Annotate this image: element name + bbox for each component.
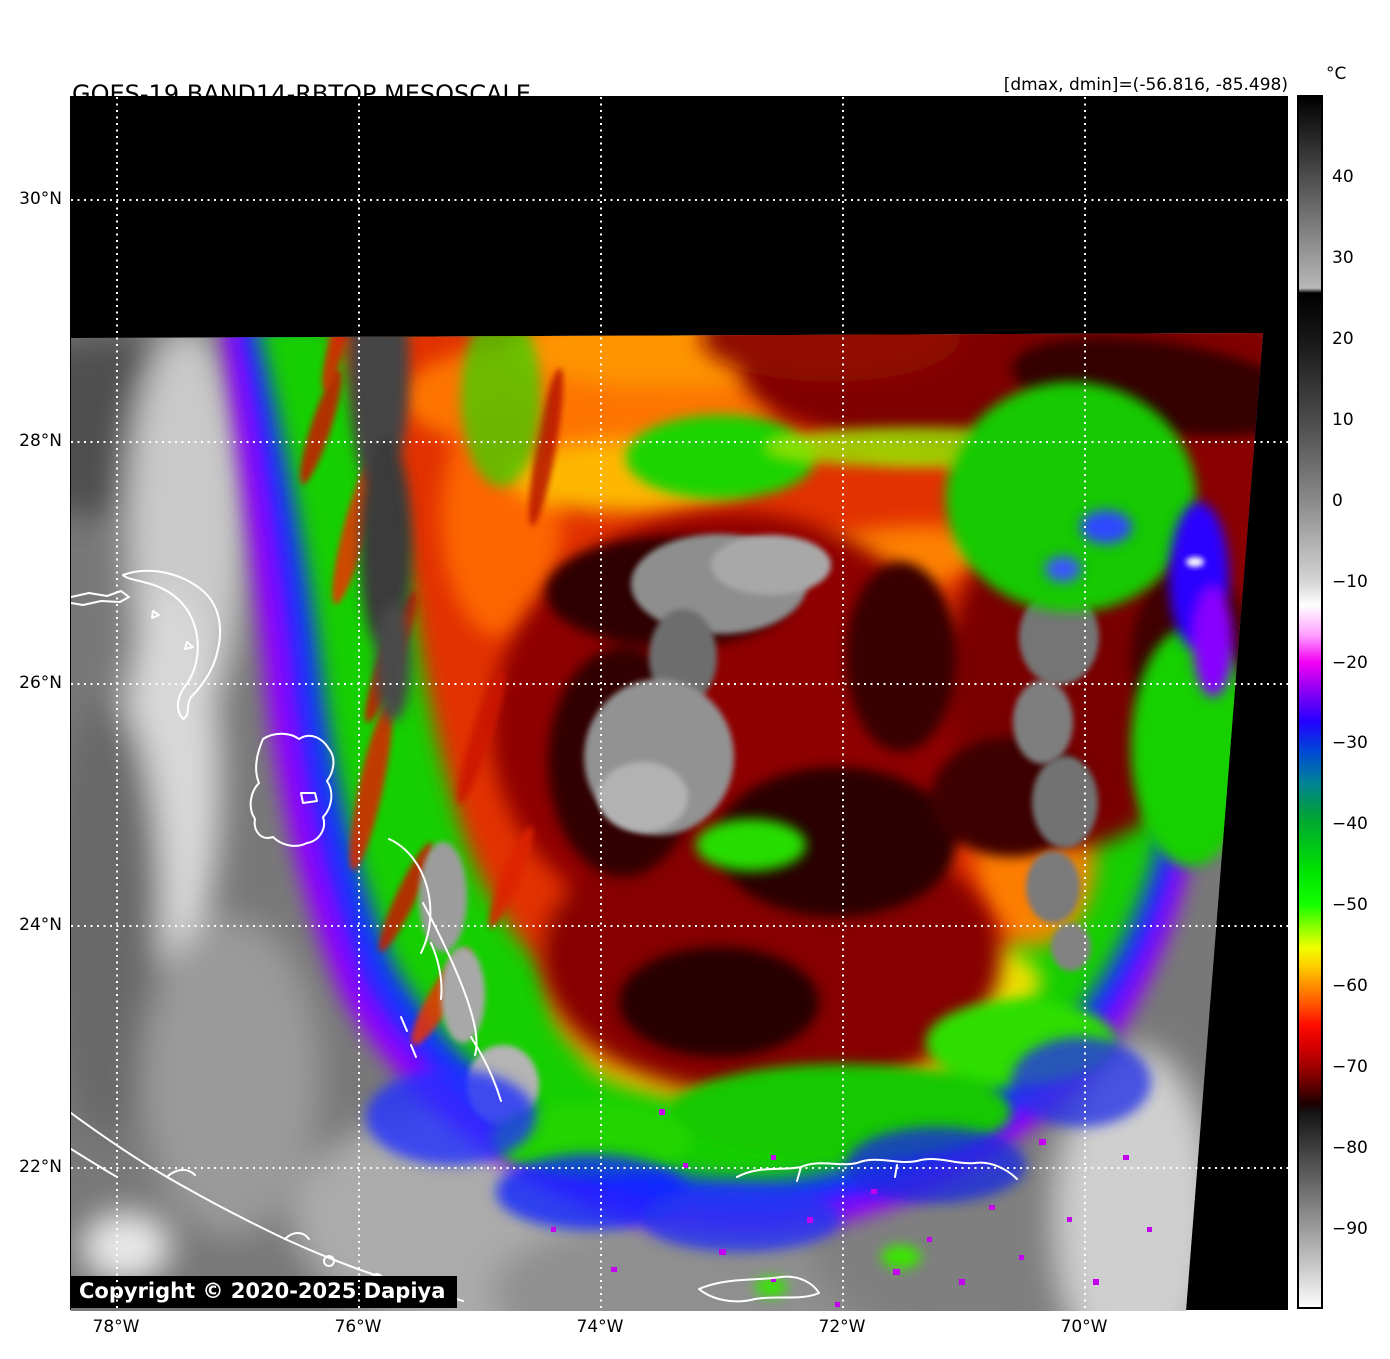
copyright-badge: Copyright © 2020-2025 Dapiya <box>71 1276 458 1308</box>
colorbar-tick-label: −80 <box>1332 1138 1368 1159</box>
violet-speckles <box>551 1109 1152 1307</box>
gridline-vertical <box>842 97 844 1311</box>
lat-tick-label: 22°N <box>19 1157 62 1177</box>
coastline-andros <box>249 732 335 847</box>
lon-tick-label: 78°W <box>92 1317 140 1337</box>
gridline-vertical <box>358 97 360 1311</box>
coastline-abaco <box>122 569 221 720</box>
gridline-horizontal <box>71 683 1289 685</box>
colorbar-tick-label: 10 <box>1332 409 1354 430</box>
colorbar-tick-label: 0 <box>1332 490 1343 511</box>
lon-tick-label: 72°W <box>818 1317 866 1337</box>
colorbar-tick-label: −20 <box>1332 652 1368 673</box>
gridline-vertical <box>1084 97 1086 1311</box>
colorbar-tick-label: −70 <box>1332 1057 1368 1078</box>
colorbar <box>1297 95 1323 1309</box>
gridline-horizontal <box>71 441 1289 443</box>
satellite-image <box>71 333 1263 1311</box>
overshooting-top-blobs <box>419 534 1099 1125</box>
dmax-dmin-readout: [dmax, dmin]=(-56.816, -85.498) <box>1003 75 1288 95</box>
coastline-eleuthera <box>388 838 432 954</box>
gridline-horizontal <box>71 199 1289 201</box>
cold-pixel-highlight <box>1186 557 1204 567</box>
lat-tick-label: 30°N <box>19 189 62 209</box>
coastline-long-island <box>470 1036 502 1102</box>
lon-tick-label: 76°W <box>334 1317 382 1337</box>
coastline-new-providence <box>300 792 318 804</box>
colorbar-tick-label: −50 <box>1332 895 1368 916</box>
lon-tick-label: 74°W <box>576 1317 624 1337</box>
dry-slot-streak <box>349 333 412 722</box>
gridline-horizontal <box>71 925 1289 927</box>
colorbar-tick-label: −40 <box>1332 814 1368 835</box>
lon-tick-label: 70°W <box>1060 1317 1108 1337</box>
colorbar-tick-label: −30 <box>1332 733 1368 754</box>
lat-tick-label: 26°N <box>19 673 62 693</box>
colorbar-tick-label: 40 <box>1332 166 1354 187</box>
gridline-vertical <box>116 97 118 1311</box>
coastline-cuba-east <box>698 1275 820 1303</box>
colorbar-tick-label: 20 <box>1332 328 1354 349</box>
colorbar-tick-label: 30 <box>1332 247 1354 268</box>
colorbar-tick-label: −90 <box>1332 1219 1368 1240</box>
coastline-grand-bahama <box>71 590 130 606</box>
product-title: GOES-19 BAND14-RBTOP MESOSCALE <box>72 80 531 108</box>
map-plot: Copyright © 2020-2025 Dapiya <box>70 96 1289 1311</box>
colorbar-tick-label: −10 <box>1332 571 1368 592</box>
gridline-horizontal <box>71 1167 1289 1169</box>
lat-tick-label: 28°N <box>19 431 62 451</box>
blue-violet-accents <box>366 502 1233 1252</box>
gridline-vertical <box>600 97 602 1311</box>
colorbar-tick-label: −60 <box>1332 976 1368 997</box>
lat-tick-label: 24°N <box>19 915 62 935</box>
colorbar-unit-label: °C <box>1326 64 1347 84</box>
